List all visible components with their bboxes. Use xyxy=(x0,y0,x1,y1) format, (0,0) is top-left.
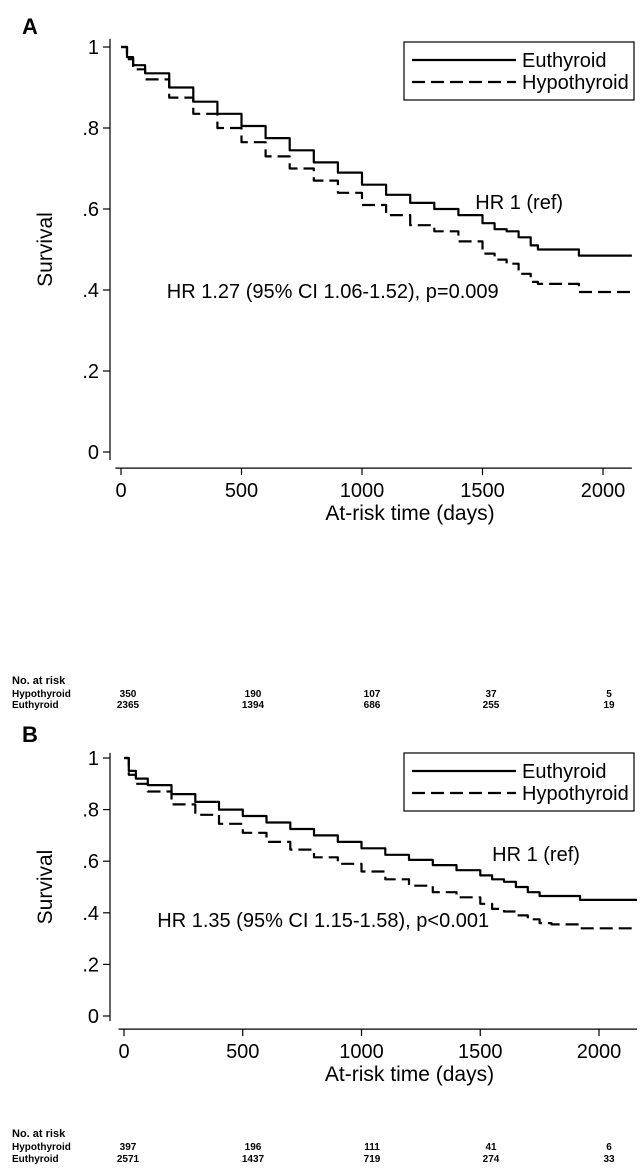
risk-value: 41 xyxy=(485,1142,497,1153)
legend-entry: Hypothyroid xyxy=(522,72,629,94)
legend-entry: Hypothyroid xyxy=(522,783,629,805)
panel-b: B 0 .2 .4 .6 .8 1 0 500 1000 1500 2000 At-risk time … xyxy=(12,722,637,1165)
risk-value: 686 xyxy=(364,700,381,711)
annotation: HR 1 (ref) xyxy=(492,844,580,866)
panel-a: A 0 .2 .4 .6 .8 1 0 500 1000 1500 2000 At-risk time … xyxy=(12,14,635,711)
annotation: HR 1.35 (95% CI 1.15-1.58), p<0.001 xyxy=(157,910,489,932)
legend-box xyxy=(403,41,635,101)
risk-value: 1394 xyxy=(242,700,265,711)
y-axis-title: Survival xyxy=(34,212,57,287)
risk-row-label: Euthyroid xyxy=(12,1154,59,1165)
risk-value: 2365 xyxy=(117,700,140,711)
y-tick-label: .6 xyxy=(82,851,99,873)
risk-value: 107 xyxy=(364,689,381,700)
risk-row-label: Euthyroid xyxy=(12,700,59,711)
y-tick-label: .8 xyxy=(82,118,99,140)
x-tick-label: 500 xyxy=(226,1041,259,1063)
x-tick-label: 2000 xyxy=(577,1041,622,1063)
x-tick-label: 1000 xyxy=(340,480,385,502)
annotation: HR 1.27 (95% CI 1.06-1.52), p=0.009 xyxy=(167,281,499,303)
risk-value: 1437 xyxy=(242,1154,265,1165)
risk-value: 196 xyxy=(245,1142,262,1153)
x-tick-label: 1500 xyxy=(460,480,505,502)
series-line-euthyroid xyxy=(124,756,637,901)
risk-table: No. at risk Hypothyroid 350 190 107 37 5 Euthyr… xyxy=(12,675,615,711)
x-tick-label: 500 xyxy=(225,480,258,502)
risk-value: 397 xyxy=(120,1142,137,1153)
x-tick-label: 1500 xyxy=(458,1041,503,1063)
risk-value: 6 xyxy=(606,1142,612,1153)
y-tick-label: 0 xyxy=(88,442,99,464)
series-line-hypothyroid xyxy=(124,756,637,930)
x-axis-title: At-risk time (days) xyxy=(325,502,494,525)
x-tick-label: 2000 xyxy=(581,480,626,502)
y-tick-label: .2 xyxy=(82,361,99,383)
y-tick-label: .2 xyxy=(82,954,99,976)
y-tick-label: .8 xyxy=(82,800,99,822)
risk-row-label: Hypothyroid xyxy=(12,1142,71,1153)
series-line-euthyroid xyxy=(121,45,632,257)
legend-box xyxy=(403,752,635,812)
risk-row-label: Hypothyroid xyxy=(12,689,71,700)
annotation: HR 1 (ref) xyxy=(475,192,563,214)
risk-value: 2571 xyxy=(117,1154,140,1165)
risk-value: 350 xyxy=(120,689,137,700)
risk-table-title: No. at risk xyxy=(12,675,66,687)
risk-value: 111 xyxy=(364,1142,380,1153)
panel-letter: B xyxy=(22,722,38,747)
risk-value: 255 xyxy=(483,700,500,711)
x-tick-label: 0 xyxy=(115,480,126,502)
legend-entry: Euthyroid xyxy=(522,761,607,783)
y-tick-label: 1 xyxy=(88,748,99,770)
risk-value: 37 xyxy=(485,689,497,700)
y-tick-label: .4 xyxy=(82,903,99,925)
y-tick-label: .6 xyxy=(82,199,99,221)
x-tick-label: 1000 xyxy=(339,1041,384,1063)
risk-table-title: No. at risk xyxy=(12,1128,66,1140)
series-line-hypothyroid xyxy=(121,45,632,294)
risk-value: 5 xyxy=(606,689,612,700)
legend-entry: Euthyroid xyxy=(522,50,607,72)
panel-letter: A xyxy=(22,14,38,39)
risk-value: 190 xyxy=(245,689,262,700)
risk-table: No. at risk Hypothyroid 397 196 111 41 6 Euthyr… xyxy=(12,1128,615,1165)
risk-value: 274 xyxy=(483,1154,500,1165)
y-tick-label: 0 xyxy=(88,1006,99,1028)
y-tick-label: 1 xyxy=(88,37,99,59)
x-axis-title: At-risk time (days) xyxy=(325,1063,494,1086)
risk-value: 19 xyxy=(603,700,615,711)
x-tick-label: 0 xyxy=(118,1041,129,1063)
risk-value: 33 xyxy=(603,1154,615,1165)
risk-value: 719 xyxy=(364,1154,381,1165)
y-axis-title: Survival xyxy=(34,850,57,925)
y-tick-label: .4 xyxy=(82,280,99,302)
